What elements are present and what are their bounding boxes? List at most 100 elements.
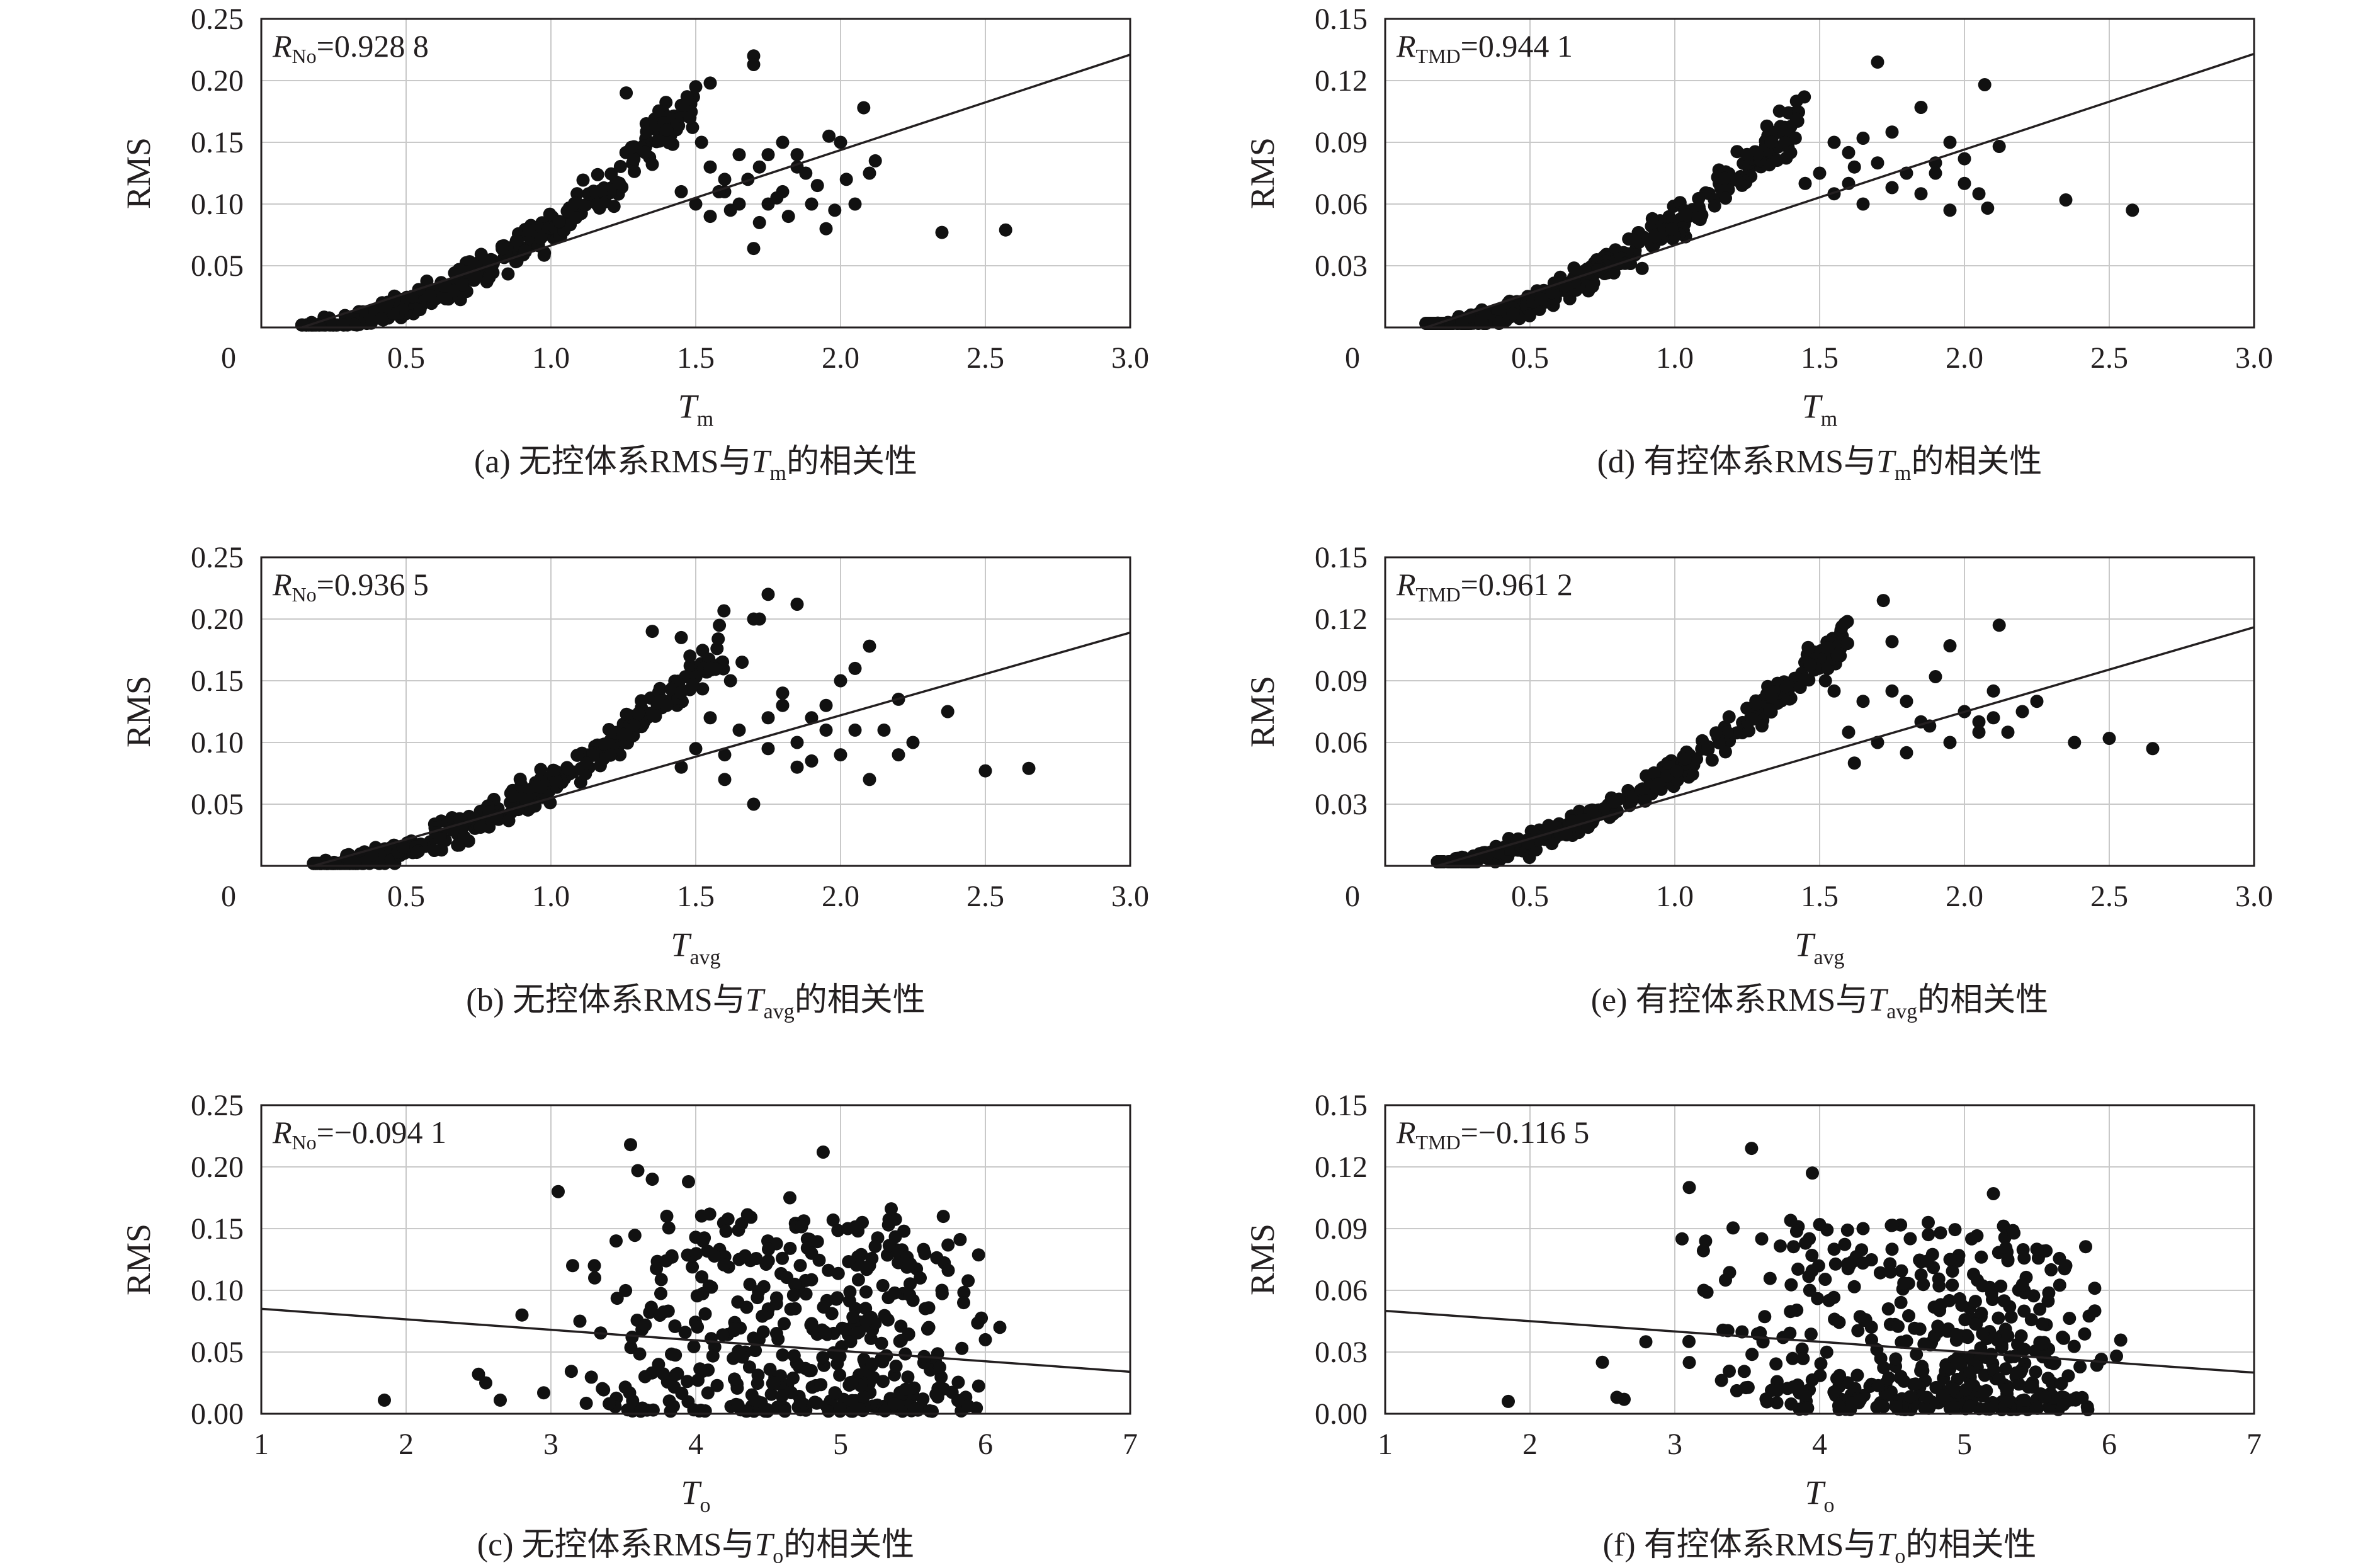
scatter-point (761, 588, 775, 601)
scatter-point (674, 630, 688, 644)
scatter-point (1871, 156, 1884, 170)
scatter-point (1635, 261, 1649, 275)
scatter-point (691, 1320, 705, 1334)
scatter-point (1795, 1342, 1809, 1356)
scatter-point (793, 1395, 807, 1409)
scatter-point (701, 1386, 715, 1400)
scatter-point (689, 742, 703, 756)
scatter-point (1871, 55, 1884, 69)
scatter-point (1544, 820, 1558, 834)
scatter-point (833, 1368, 847, 1382)
scatter-point (718, 748, 732, 762)
scatter-point (1967, 1268, 1980, 1282)
scatter-point (634, 1404, 648, 1418)
scatter-point (916, 1392, 930, 1406)
scatter-point (863, 166, 876, 180)
scatter-point (1889, 1352, 1903, 1366)
scatter-point (1774, 1239, 1787, 1253)
scatter-point (683, 649, 697, 663)
x-axis-title: To (681, 1474, 710, 1517)
x-tick-label: 2.5 (966, 880, 1004, 913)
scatter-point (1691, 202, 1704, 215)
scatter-point (424, 289, 437, 303)
scatter-point (1784, 145, 1798, 159)
scatter-point (644, 1300, 658, 1314)
scatter-point (1840, 637, 1854, 651)
y-tick-label: 0.10 (191, 726, 244, 759)
scatter-point (1708, 199, 1721, 213)
scatter-point (375, 312, 388, 326)
scatter-point (2000, 1383, 2014, 1396)
scatter-point (717, 1258, 731, 1272)
scatter-point (1885, 181, 1899, 195)
scatter-point (1934, 1226, 1947, 1240)
scatter-point (744, 1210, 758, 1224)
scatter-point (591, 198, 604, 212)
scatter-point (1963, 1365, 1977, 1379)
x-tick-label: 2.0 (1946, 341, 1983, 375)
x-tick-label: 0.5 (387, 341, 425, 375)
scatter-point (1639, 1335, 1653, 1349)
scatter-point (534, 231, 548, 245)
scatter-point (723, 674, 737, 688)
scatter-point (1933, 1304, 1947, 1317)
scatter-point (613, 159, 627, 173)
scatter-point (1838, 1237, 1852, 1251)
scatter-point (1903, 1232, 1917, 1246)
scatter-point (781, 210, 795, 224)
scatter-point (876, 1278, 890, 1292)
scatter-point (1492, 303, 1506, 316)
scatter-point (2041, 1372, 2055, 1385)
scatter-point (603, 1397, 616, 1411)
scatter-point (640, 125, 654, 139)
scatter-point (1959, 1383, 1973, 1397)
scatter-point (1783, 1326, 1797, 1340)
scatter-point (2114, 1333, 2128, 1347)
x-axis-title: Tavg (671, 926, 720, 969)
scatter-point (1585, 280, 1599, 293)
x-axis-title: To (1805, 1474, 1834, 1517)
scatter-point (972, 1248, 985, 1262)
y-tick-label: 0.15 (191, 126, 244, 159)
x-tick-label: 1.5 (677, 880, 715, 913)
scatter-point (1999, 1241, 2013, 1255)
scatter-point (1805, 1249, 1819, 1262)
scatter-point (1679, 752, 1692, 766)
scatter-point (1978, 78, 1992, 91)
scatter-point (830, 1291, 844, 1305)
scatter-point (717, 604, 731, 618)
scatter-point (691, 1373, 705, 1387)
scatter-point (1719, 191, 1732, 205)
y-tick-label: 0.25 (191, 3, 244, 36)
y-axis-title: RMS (120, 676, 157, 747)
scatter-point (1827, 1242, 1841, 1256)
scatter-point (775, 1389, 789, 1403)
x-tick-label: 7 (2247, 1428, 2262, 1461)
x-tick-label: 6 (2102, 1428, 2117, 1461)
x-tick-label: 1 (254, 1428, 269, 1461)
scatter-point (1910, 1348, 1924, 1361)
scatter-point (1873, 1266, 1887, 1280)
scatter-point (805, 1273, 819, 1287)
scatter-point (1856, 1222, 1870, 1236)
scatter-point (1696, 1244, 1710, 1258)
scatter-point (957, 1296, 970, 1310)
scatter-point (822, 1404, 836, 1418)
scatter-point (501, 267, 515, 281)
scatter-point (780, 1271, 794, 1285)
scatter-point (868, 154, 882, 168)
scatter-point (513, 772, 527, 786)
scatter-point (788, 1302, 802, 1316)
scatter-point (1680, 208, 1694, 222)
scatter-point (706, 1349, 720, 1363)
scatter-point (804, 1318, 818, 1332)
scatter-point (894, 1319, 908, 1333)
scatter-point (522, 224, 536, 237)
scatter-point (645, 1173, 659, 1186)
scatter-point (1877, 1361, 1891, 1375)
scatter-point (1855, 1243, 1869, 1257)
scatter-point (566, 1259, 579, 1273)
scatter-point (882, 1239, 896, 1253)
scatter-point (2073, 1360, 2087, 1373)
scatter-point (790, 760, 804, 774)
